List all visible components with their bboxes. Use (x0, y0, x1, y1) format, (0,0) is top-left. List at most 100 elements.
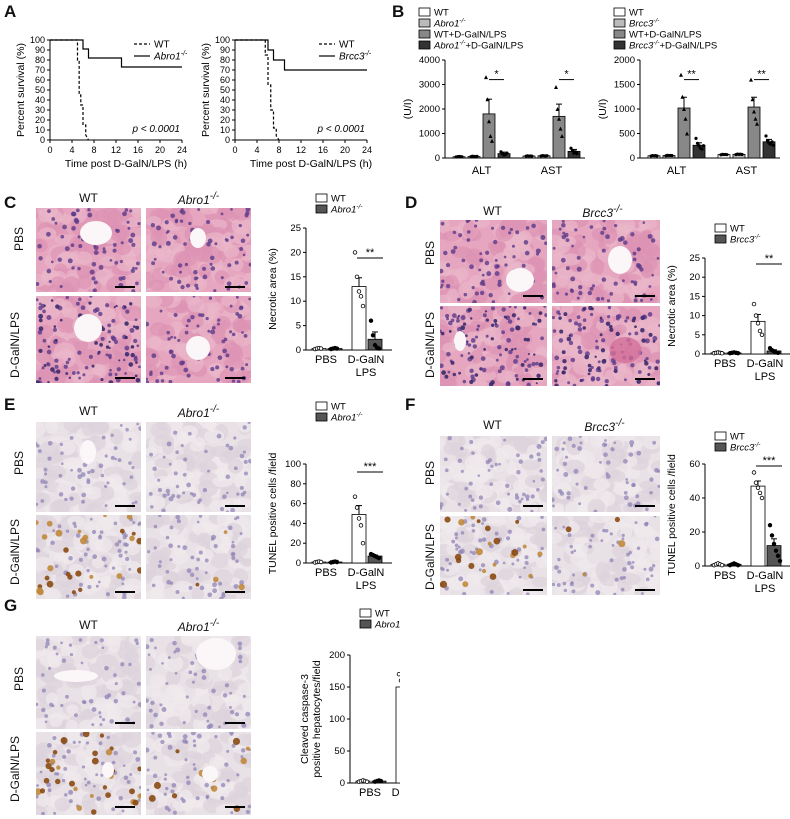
nucleus (153, 524, 158, 529)
nucleus (565, 266, 570, 271)
nucleus (164, 220, 169, 225)
nucleus (567, 533, 572, 537)
nucleus (190, 314, 195, 320)
cell-body (45, 678, 64, 690)
vessel-lumen (80, 221, 112, 245)
nucleus (159, 371, 164, 376)
nucleus (124, 550, 128, 554)
nucleus (132, 521, 136, 525)
infiltrate-nucleus (594, 355, 597, 359)
row-label-dgaln-c: D-GalN/LPS (8, 311, 22, 379)
nucleus (110, 433, 114, 437)
x-category-label: ALT (472, 165, 492, 177)
nucleus (441, 279, 445, 283)
cell-body (580, 331, 599, 350)
nucleus (163, 792, 167, 796)
nucleus (130, 232, 136, 238)
nucleus (135, 261, 140, 266)
nucleus (227, 525, 233, 531)
nucleus (602, 226, 607, 231)
nucleus (100, 336, 105, 341)
cell-body (564, 220, 578, 232)
infiltrate-nucleus (533, 353, 536, 356)
nucleus (91, 262, 97, 267)
nucleus (489, 589, 494, 594)
infiltrate-nucleus (47, 345, 51, 348)
positive-stain (129, 788, 135, 795)
positive-stain (105, 748, 113, 756)
infiltrate-nucleus (608, 324, 613, 329)
nucleus (554, 565, 559, 570)
nucleus (200, 313, 205, 318)
nucleus (160, 739, 165, 745)
infiltrate-nucleus (97, 350, 101, 354)
nucleus (452, 230, 457, 235)
nucleus (460, 469, 464, 473)
y-axis-label: TUNEL positive cells /field (267, 453, 279, 575)
nucleus (132, 700, 136, 704)
positive-stain (245, 746, 250, 751)
nucleus (43, 480, 48, 485)
positive-stain (470, 516, 476, 520)
nucleus (241, 722, 247, 728)
nucleus (557, 569, 562, 574)
header-brcc3-f: Brcc3-/- (584, 418, 625, 434)
nucleus (478, 568, 482, 572)
cell-body (629, 549, 646, 566)
nucleus (231, 552, 235, 556)
nucleus (528, 312, 532, 315)
data-point (560, 133, 564, 138)
nucleus (462, 379, 467, 384)
infiltrate-nucleus (562, 358, 567, 364)
cell-body (54, 797, 71, 812)
nucleus (217, 355, 223, 360)
nucleus (229, 367, 234, 372)
nucleus (500, 225, 506, 231)
positive-stain (171, 793, 178, 799)
nucleus (122, 482, 126, 486)
infiltrate-nucleus (644, 359, 647, 362)
cell-body (130, 208, 141, 218)
nucleus (201, 668, 207, 674)
nucleus (93, 784, 96, 788)
nucleus (199, 585, 205, 591)
nucleus (125, 717, 131, 723)
nucleus (456, 316, 460, 320)
cell-body (514, 312, 535, 327)
nucleus (221, 339, 226, 344)
nucleus (625, 481, 629, 485)
legend-swatch (613, 40, 626, 50)
survival-curve (235, 39, 280, 141)
nucleus (474, 335, 479, 339)
cell-body (128, 491, 141, 503)
nucleus (230, 235, 234, 240)
x-tick-label: 16 (133, 145, 143, 155)
nucleus (126, 780, 131, 784)
infiltrate-nucleus (563, 312, 568, 317)
nucleus (481, 517, 487, 522)
nucleus (466, 238, 471, 242)
nucleus (102, 249, 107, 254)
row-label-dgaln-e: D-GalN/LPS (8, 518, 22, 586)
nucleus (508, 306, 512, 308)
panel-letter-f: F (405, 395, 416, 414)
nucleus (514, 374, 519, 378)
data-point (569, 146, 573, 150)
nucleus (101, 435, 106, 440)
nucleus (207, 469, 211, 473)
nucleus (454, 543, 459, 548)
cell-body (442, 342, 457, 353)
positive-stain (55, 529, 63, 537)
nucleus (104, 694, 110, 700)
nucleus (191, 680, 195, 684)
nucleus (630, 363, 635, 368)
legend-swatch (418, 40, 431, 50)
cell-body (487, 240, 507, 252)
legend-swatch (315, 193, 328, 203)
nucleus (188, 585, 193, 590)
positive-stain (55, 778, 61, 785)
nucleus (573, 321, 579, 326)
data-point (767, 522, 773, 528)
nucleus (576, 266, 582, 272)
